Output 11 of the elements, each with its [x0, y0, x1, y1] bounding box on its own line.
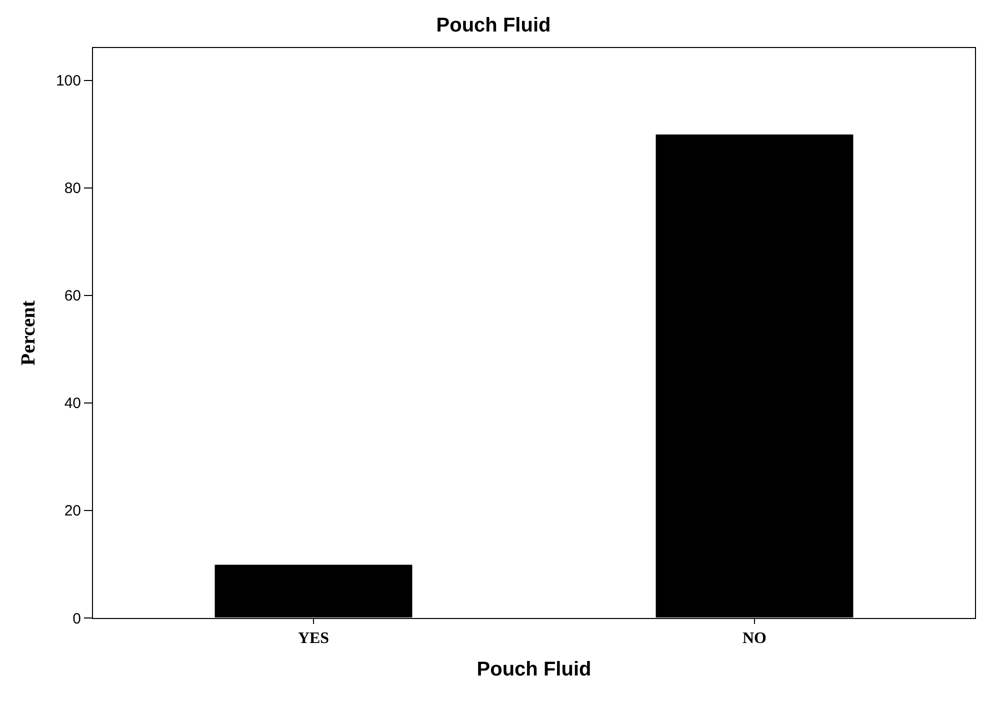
x-tick-label: YES — [298, 630, 330, 648]
x-tick-label: NO — [742, 630, 766, 648]
y-tick-label: 80 — [64, 180, 81, 198]
y-tick-label: 100 — [56, 72, 81, 90]
y-tick-label: 0 — [72, 610, 81, 628]
y-tick-label: 60 — [64, 288, 81, 305]
y-tick-label: 40 — [64, 395, 81, 412]
chart-title: Pouch Fluid — [436, 14, 551, 37]
y-axis-title: Percent — [17, 300, 40, 366]
x-axis-title: Pouch Fluid — [476, 658, 592, 681]
y-tick-label: 20 — [64, 502, 81, 520]
